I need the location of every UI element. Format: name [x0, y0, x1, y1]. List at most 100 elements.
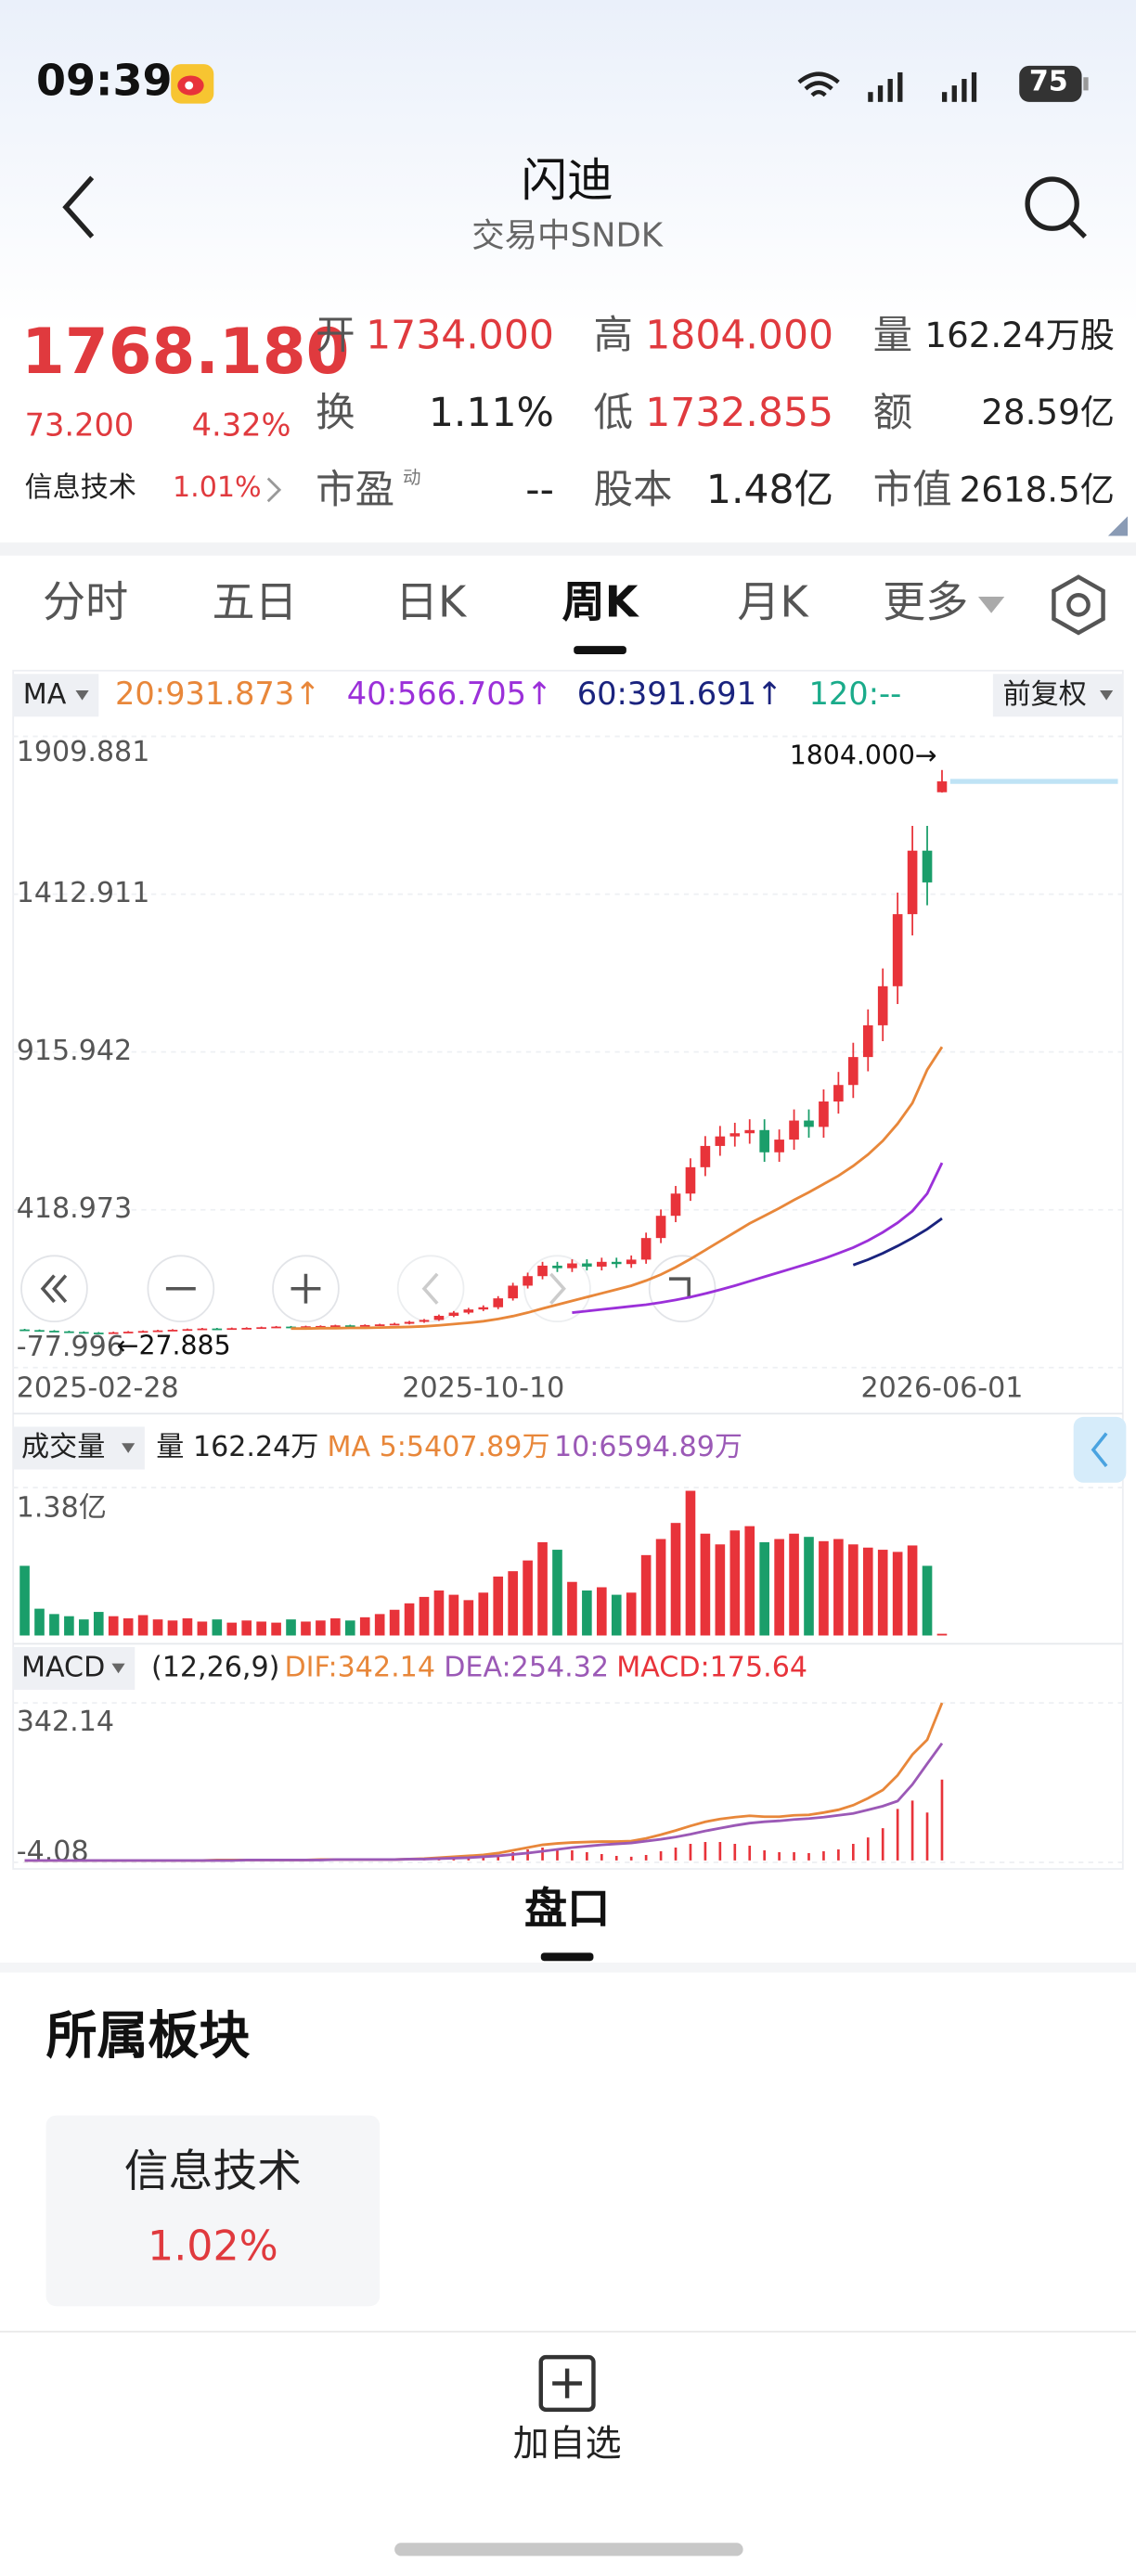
- field-value: 162.24万股: [924, 315, 1115, 354]
- volume-bar: [344, 1620, 355, 1636]
- volume-bar: [433, 1590, 445, 1636]
- tab[interactable]: 五日: [212, 578, 298, 628]
- dropdown: [977, 596, 1005, 613]
- tab[interactable]: 分时: [43, 578, 129, 628]
- volume-bar: [152, 1619, 163, 1636]
- volume-bar: [271, 1622, 281, 1636]
- field-label: 额: [872, 389, 913, 436]
- kline-chart: 1909.881 1412.911 915.942 418.973 -77.996 202…: [12, 669, 1127, 1870]
- pe-superscript: 动: [402, 467, 421, 489]
- candle-body: [463, 1309, 474, 1313]
- tab[interactable]: 更多: [883, 578, 969, 628]
- legend-entry: MA 5:5407.89万: [327, 1431, 549, 1463]
- volume-box[interactable]: [13, 1426, 145, 1470]
- volume-bar: [197, 1621, 208, 1636]
- divider: [0, 2330, 1136, 2333]
- adjust-box[interactable]: [992, 674, 1123, 717]
- indicator: MA: [23, 678, 67, 711]
- field-label: 股本: [593, 467, 673, 513]
- section-tab[interactable]: 盘口: [524, 1885, 611, 1935]
- app-icon: [171, 64, 214, 104]
- icon: [40, 1274, 68, 1304]
- tab[interactable]: 周K: [562, 578, 639, 628]
- volume-bar: [862, 1547, 873, 1636]
- field-value: 1804.000: [645, 312, 834, 359]
- legend-entry: DEA:254.32: [444, 1651, 609, 1683]
- status-icons: [797, 65, 1089, 102]
- tab-indicator: [540, 1952, 594, 1962]
- volume-bar: [552, 1550, 562, 1636]
- y-tick-label: -4.08: [17, 1835, 89, 1868]
- candle-body: [715, 1136, 726, 1146]
- volume-bar: [877, 1550, 888, 1636]
- field-value: 1734.000: [366, 312, 554, 359]
- candle-body: [167, 1330, 178, 1332]
- side-tab[interactable]: [1073, 1416, 1127, 1483]
- candle-body: [404, 1321, 415, 1324]
- sector-pct: 1.01%: [172, 471, 262, 505]
- search-button[interactable]: [1019, 171, 1091, 243]
- volume-bar: [907, 1545, 918, 1636]
- candle-body: [640, 1238, 652, 1260]
- volume-bar: [316, 1620, 326, 1636]
- volume-bar: [374, 1614, 385, 1636]
- volume-bar: [137, 1615, 148, 1636]
- candle-body: [301, 1326, 311, 1329]
- volume-bar: [804, 1537, 814, 1636]
- legend-entry: DIF:342.14: [284, 1651, 435, 1683]
- candle-body: [330, 1325, 341, 1328]
- legend-entry: 20:931.873↑: [115, 676, 320, 712]
- add-watchlist[interactable]: 加自选: [512, 2424, 622, 2467]
- candle-body: [523, 1276, 533, 1286]
- candle-body: [344, 1325, 355, 1328]
- volume-bar: [286, 1619, 296, 1636]
- zoom-button[interactable]: [648, 1255, 716, 1323]
- volume-bar: [256, 1621, 266, 1636]
- change: 73.200: [24, 407, 135, 444]
- macd-box[interactable]: [13, 1646, 136, 1690]
- y-tick-label: 1.38亿: [17, 1492, 107, 1525]
- y-tick-label: 418.973: [17, 1192, 133, 1225]
- candle-body: [729, 1133, 741, 1137]
- candle-body: [108, 1332, 119, 1334]
- icon: [421, 1272, 439, 1305]
- candle-body: [93, 1333, 104, 1334]
- volume-bar: [936, 1633, 948, 1636]
- add-icon[interactable]: [537, 2354, 597, 2414]
- tab[interactable]: 日K: [394, 578, 467, 628]
- tab[interactable]: 月K: [737, 578, 808, 628]
- x-tick-label: 2025-02-28: [17, 1372, 179, 1404]
- legend-entry: 40:566.705↑: [347, 676, 552, 712]
- settings[interactable]: [1046, 572, 1112, 638]
- volume-bar: [34, 1608, 45, 1636]
- candle-body: [552, 1265, 562, 1269]
- candle-body: [137, 1331, 148, 1333]
- volume-bar: [212, 1619, 223, 1636]
- side-tab-icon: [1091, 1432, 1108, 1468]
- field-value: --: [525, 467, 554, 513]
- volume-bar: [301, 1621, 311, 1636]
- volume-bar: [123, 1617, 134, 1636]
- candle-body: [493, 1298, 504, 1307]
- candle-body: [34, 1330, 45, 1333]
- zoom-button[interactable]: [396, 1255, 465, 1323]
- back-button[interactable]: [56, 171, 105, 243]
- volume-bar: [49, 1614, 59, 1636]
- volume-bar: [833, 1539, 844, 1636]
- candle-body: [922, 850, 933, 882]
- candle-body: [744, 1129, 755, 1134]
- y-tick-label: 915.942: [17, 1035, 133, 1067]
- volume-bar: [700, 1533, 711, 1636]
- legend-entry: 量 162.24万: [156, 1431, 318, 1463]
- volume-bar: [359, 1616, 370, 1636]
- candle-body: [226, 1328, 238, 1331]
- volume-bar: [715, 1544, 726, 1636]
- candle-body: [670, 1193, 681, 1217]
- volume-bar: [108, 1616, 119, 1636]
- params: (12,26,9): [151, 1651, 279, 1683]
- sector-card[interactable]: [45, 2115, 381, 2307]
- volume-bar: [819, 1540, 829, 1636]
- field-label: 市值: [872, 467, 952, 513]
- dropdown: [111, 1663, 125, 1674]
- legend-entry: 60:391.691↑: [577, 676, 782, 712]
